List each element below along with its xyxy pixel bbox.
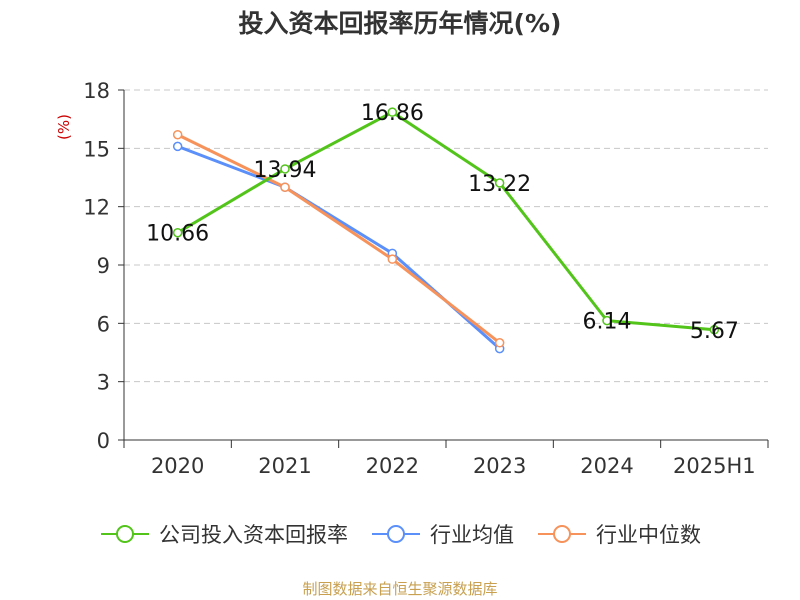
x-tick-label: 2025H1 (673, 454, 756, 478)
x-tick-label: 2023 (473, 454, 526, 478)
legend-label: 公司投入资本回报率 (159, 523, 348, 547)
data-point (280, 182, 290, 192)
data-point (494, 178, 505, 188)
x-tick-label: 2020 (151, 454, 204, 478)
y-tick-label: 12 (83, 196, 110, 220)
y-tick-label: 6 (97, 312, 110, 336)
data-point (387, 107, 398, 117)
y-tick-label: 3 (97, 371, 110, 395)
data-point (709, 325, 720, 335)
data-point (172, 227, 183, 238)
legend-item-company[interactable]: 公司投入资本回报率 (99, 519, 348, 549)
data-label: 13.22 (468, 172, 531, 197)
x-tick-label: 2022 (366, 454, 419, 478)
data-point (494, 338, 505, 348)
legend-marker-icon (101, 525, 149, 543)
series-line (176, 110, 715, 332)
y-tick-label: 0 (97, 429, 110, 453)
data-label: 16.86 (361, 101, 424, 126)
data-point (172, 141, 183, 152)
data-label: 10.66 (146, 222, 209, 247)
legend-item-industry-mean[interactable]: 行业均值 (370, 519, 514, 549)
data-point (602, 315, 612, 326)
legend-marker-icon (372, 525, 420, 543)
source-footer: 制图数据来自恒生聚源数据库 (302, 580, 498, 598)
legend-label: 行业中位数 (596, 523, 701, 547)
x-tick-label: 2021 (258, 454, 311, 478)
y-tick-label: 9 (97, 254, 110, 278)
series-line (177, 133, 501, 344)
data-point (280, 164, 290, 174)
y-tick-label: 18 (83, 79, 110, 103)
data-label: 13.94 (254, 158, 317, 183)
data-label: 6.14 (583, 310, 632, 335)
legend: 公司投入资本回报率 行业均值 行业中位数 (0, 519, 800, 549)
chart-title: 投入资本回报率历年情况(%) (238, 9, 562, 38)
legend-label: 行业均值 (430, 523, 514, 547)
data-point (172, 129, 183, 140)
x-tick-label: 2024 (580, 454, 633, 478)
data-point (387, 254, 398, 264)
legend-item-industry-median[interactable]: 行业中位数 (536, 519, 701, 549)
legend-marker-icon (538, 525, 586, 543)
series-line (177, 144, 501, 350)
y-tick-label: 15 (83, 137, 110, 161)
data-label: 5.67 (690, 319, 739, 344)
